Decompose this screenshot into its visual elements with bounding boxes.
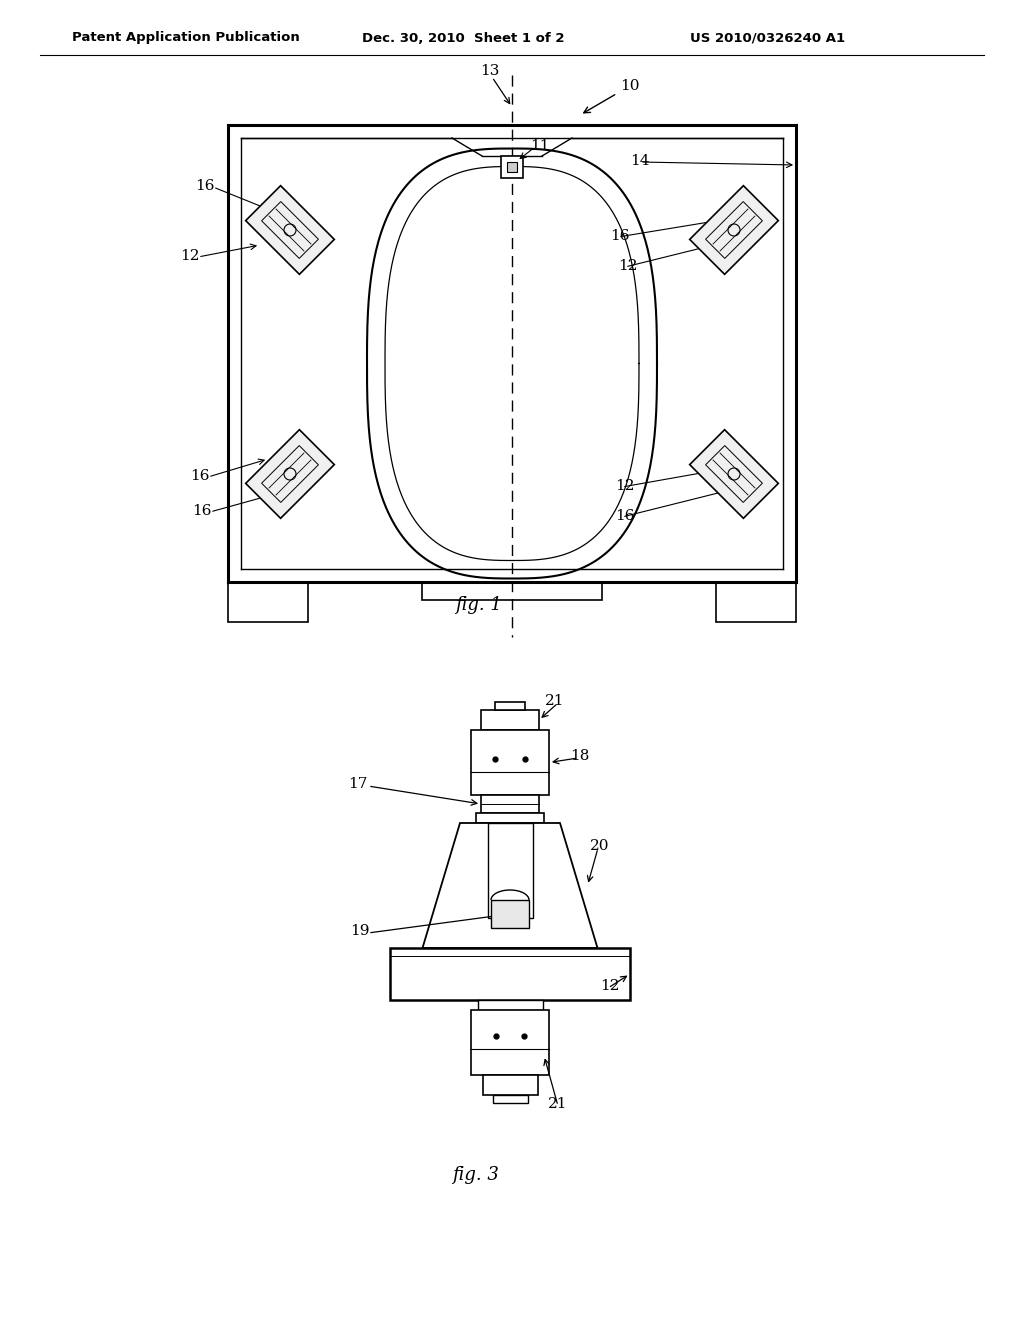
Text: 14: 14: [630, 154, 649, 168]
Text: 11: 11: [530, 139, 550, 153]
Text: 21: 21: [548, 1097, 567, 1111]
Bar: [507, 162, 517, 172]
Polygon shape: [690, 430, 778, 519]
Text: Patent Application Publication: Patent Application Publication: [72, 32, 300, 45]
Bar: [716, 582, 796, 622]
Text: fig. 1: fig. 1: [455, 597, 502, 614]
Text: 18: 18: [570, 748, 590, 763]
Bar: [482, 1074, 538, 1096]
Text: 12: 12: [615, 479, 635, 492]
Polygon shape: [246, 430, 334, 519]
Bar: [471, 1010, 549, 1074]
Bar: [228, 582, 308, 622]
Text: 12: 12: [618, 259, 638, 273]
Bar: [471, 730, 549, 795]
Text: 19: 19: [350, 924, 370, 939]
Text: 20: 20: [590, 840, 609, 853]
Bar: [493, 1096, 527, 1104]
Text: 16: 16: [193, 504, 212, 517]
Bar: [487, 822, 532, 917]
Text: US 2010/0326240 A1: US 2010/0326240 A1: [690, 32, 845, 45]
Bar: [476, 813, 544, 822]
Text: 17: 17: [348, 777, 368, 791]
Text: 12: 12: [600, 979, 620, 993]
Bar: [481, 710, 539, 730]
Text: 16: 16: [615, 510, 635, 523]
Text: Dec. 30, 2010  Sheet 1 of 2: Dec. 30, 2010 Sheet 1 of 2: [362, 32, 564, 45]
Bar: [390, 948, 630, 1001]
Bar: [495, 702, 525, 710]
Polygon shape: [423, 822, 597, 948]
Bar: [477, 1001, 543, 1010]
Bar: [490, 900, 529, 928]
Bar: [481, 795, 539, 813]
Polygon shape: [246, 186, 334, 275]
Text: 16: 16: [195, 180, 214, 193]
Text: 12: 12: [180, 249, 200, 263]
Text: 16: 16: [190, 469, 210, 483]
Polygon shape: [690, 186, 778, 275]
Text: 13: 13: [480, 63, 500, 78]
Bar: [422, 582, 602, 601]
Bar: [501, 156, 523, 178]
Text: 10: 10: [584, 79, 640, 112]
Text: fig. 3: fig. 3: [452, 1166, 499, 1184]
Text: 21: 21: [545, 694, 564, 708]
Text: 16: 16: [610, 228, 630, 243]
